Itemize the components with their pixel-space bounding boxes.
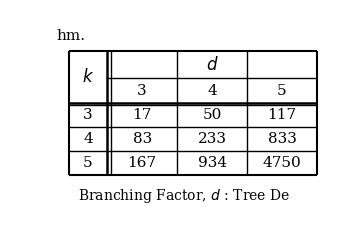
Text: $k$: $k$: [82, 68, 94, 86]
Text: 3: 3: [83, 108, 93, 122]
Text: Branching Factor, $d$ : Tree De: Branching Factor, $d$ : Tree De: [78, 187, 291, 205]
Text: 117: 117: [267, 108, 297, 122]
Text: 3: 3: [138, 84, 147, 97]
Text: 50: 50: [202, 108, 222, 122]
Text: 233: 233: [198, 132, 226, 146]
Text: hm.: hm.: [56, 30, 85, 43]
Text: 4: 4: [207, 84, 217, 97]
Text: 5: 5: [277, 84, 287, 97]
Text: 17: 17: [132, 108, 152, 122]
Text: 934: 934: [198, 156, 227, 170]
Text: 5: 5: [83, 156, 93, 170]
Text: $d$: $d$: [206, 56, 219, 74]
Text: 167: 167: [127, 156, 157, 170]
Text: 83: 83: [132, 132, 152, 146]
Text: 4750: 4750: [263, 156, 301, 170]
Text: 4: 4: [83, 132, 93, 146]
Text: 833: 833: [267, 132, 297, 146]
